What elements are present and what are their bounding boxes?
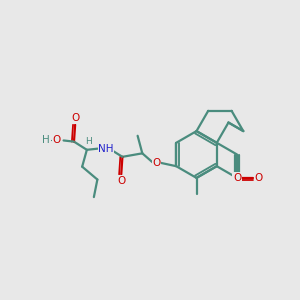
Text: NH: NH (98, 144, 114, 154)
Text: O: O (71, 113, 79, 123)
Text: H: H (42, 136, 50, 146)
Text: H: H (85, 137, 92, 146)
Text: O: O (255, 173, 263, 183)
Text: O: O (152, 158, 160, 168)
Text: O: O (52, 136, 61, 146)
Text: O: O (117, 176, 125, 186)
Text: O: O (233, 173, 241, 183)
